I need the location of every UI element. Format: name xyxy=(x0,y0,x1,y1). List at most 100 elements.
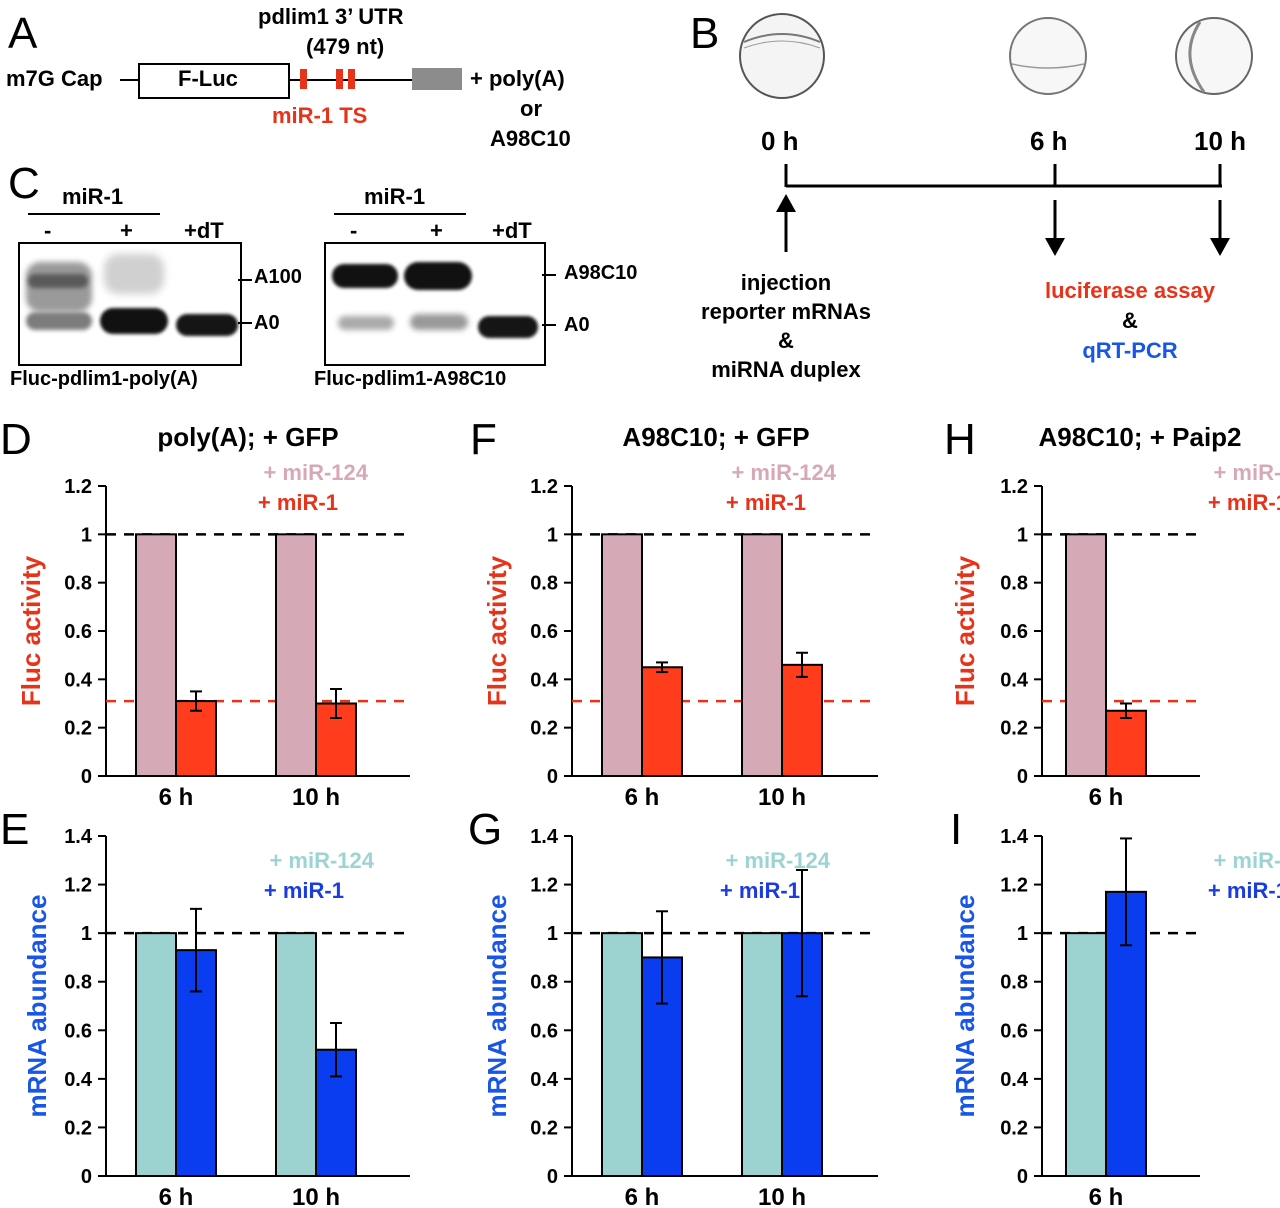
time-0h: 0 h xyxy=(761,126,799,156)
panel-letter-h: H xyxy=(944,415,976,464)
gel1-lane-minus: - xyxy=(44,218,52,243)
a98c10-label: A98C10 xyxy=(490,126,571,151)
chart-i-ytick-label: 0 xyxy=(1017,1166,1028,1188)
chart-d-ytick-label: 0 xyxy=(81,766,92,788)
gel1-lane-plus: + xyxy=(120,218,133,243)
gel2-image xyxy=(324,242,546,366)
tail-box xyxy=(412,68,462,90)
chart-h-ylabel: Fluc activity xyxy=(950,555,980,706)
chart-f-legend-mir1: + miR-1 xyxy=(726,490,806,515)
chart-i-ylabel: mRNA abundance xyxy=(950,895,980,1118)
gel2-lane-plus: + xyxy=(430,218,443,243)
chart-i-ytick-label: 1.2 xyxy=(1000,875,1028,897)
chart-g-bar-ctrl xyxy=(741,932,783,1178)
or-label: or xyxy=(520,96,542,121)
gel1-header: miR-1 xyxy=(62,184,124,209)
chart-g-ytick-label: 0.6 xyxy=(530,1020,558,1042)
chart-i-ytick-label: 0.2 xyxy=(1000,1117,1028,1139)
chart-f-ytick-label: 0.6 xyxy=(530,621,558,643)
chart-f-ytick-label: 0.2 xyxy=(530,718,558,740)
assay-text: luciferase assay & qRT-PCR xyxy=(1044,278,1216,363)
injection-text: injection reporter mRNAs & miRNA duplex xyxy=(701,270,871,382)
chart-g-ytick-label: 0.4 xyxy=(530,1069,559,1091)
chart-e-xtick-label: 6 h xyxy=(159,1184,194,1208)
gel1-marker-a100: A100 xyxy=(254,266,302,288)
chart-e-ytick-label: 1.4 xyxy=(64,826,93,848)
mir1-site-2 xyxy=(336,69,343,89)
chart-f-ytick-label: 1.2 xyxy=(530,476,558,498)
chart-f-xtick-label: 6 h xyxy=(625,784,660,811)
chart-f-bar-mir1 xyxy=(781,663,823,777)
gel1-image xyxy=(18,242,242,366)
chart-f-ytick-label: 0 xyxy=(547,766,558,788)
chart-d-ytick-label: 0.4 xyxy=(64,669,93,691)
assay-arrow-6h xyxy=(1045,200,1065,256)
chart-i-legend-mir1: + miR-1 xyxy=(1208,878,1280,903)
mir1-site-1 xyxy=(300,69,307,89)
chart-g-ytick-label: 1 xyxy=(547,923,558,945)
chart-e-xtick-label: 10 h xyxy=(292,1184,340,1208)
embryo-6h-icon xyxy=(1009,17,1087,95)
chart-g-bar-ctrl xyxy=(601,932,643,1178)
chart-f-xtick-label: 10 h xyxy=(758,784,806,811)
chart-d-legend-mir1: + miR-1 xyxy=(258,490,338,515)
gel2-header: miR-1 xyxy=(364,184,426,209)
utr-title: pdlim1 3’ UTR xyxy=(258,4,404,29)
chart-i-xtick-label: 6 h xyxy=(1089,1184,1124,1208)
chart-e-ytick-label: 0.6 xyxy=(64,1020,92,1042)
gel1-caption: Fluc-pdlim1-poly(A) xyxy=(10,368,198,390)
chart-g-ytick-label: 0.8 xyxy=(530,972,558,994)
chart-e-ylabel: mRNA abundance xyxy=(22,895,52,1118)
chart-i-ytick-label: 1.4 xyxy=(1000,826,1029,848)
chart-d-title: poly(A); + GFP xyxy=(157,422,338,452)
chart-h-bar-mir1 xyxy=(1105,709,1147,777)
panel-letter-c: C xyxy=(8,159,40,208)
chart-d-xtick-label: 6 h xyxy=(159,784,194,811)
chart-i-ytick-label: 0.6 xyxy=(1000,1020,1028,1042)
chart-h-legend-mir1: + miR-1 xyxy=(1208,490,1280,515)
fluc-label: F-Luc xyxy=(178,66,238,91)
panel-letter-g: G xyxy=(468,805,503,854)
gel2-lane-minus: - xyxy=(350,218,358,243)
chart-d-ytick-label: 1.2 xyxy=(64,476,92,498)
chart-g-xtick-label: 10 h xyxy=(758,1184,806,1208)
panel-letter-e: E xyxy=(0,805,30,854)
chart-h-xtick-label: 6 h xyxy=(1089,784,1124,811)
gel2-caption: Fluc-pdlim1-A98C10 xyxy=(314,368,507,390)
chart-h-ytick-label: 1.2 xyxy=(1000,476,1028,498)
mir1-site-3 xyxy=(348,69,355,89)
chart-d-legend-ctrl: + miR-124 xyxy=(263,460,368,485)
chart-f-ylabel: Fluc activity xyxy=(482,555,512,706)
chart-g-legend-mir1: + miR-1 xyxy=(720,878,800,903)
time-10h: 10 h xyxy=(1194,126,1247,156)
chart-f-bar-ctrl xyxy=(601,533,643,777)
chart-g-ytick-label: 0.2 xyxy=(530,1117,558,1139)
chart-h-ytick-label: 0 xyxy=(1017,766,1028,788)
chart-d-bar-ctrl xyxy=(135,533,177,777)
chart-h-legend-ctrl: + miR-124 xyxy=(1213,460,1280,485)
mir1-ts-label: miR-1 TS xyxy=(272,103,368,128)
chart-e-bar-ctrl xyxy=(135,932,177,1178)
time-6h: 6 h xyxy=(1030,126,1068,156)
chart-e-legend-ctrl: + miR-124 xyxy=(269,848,374,873)
chart-f-title: A98C10; + GFP xyxy=(622,422,809,452)
chart-h-ytick-label: 0.8 xyxy=(1000,573,1028,595)
embryo-10h-icon xyxy=(1175,17,1253,95)
injection-arrow xyxy=(776,194,796,252)
chart-f-legend-ctrl: + miR-124 xyxy=(731,460,836,485)
gel2-marker-a0: A0 xyxy=(564,314,590,336)
panel-letter-d: D xyxy=(0,415,32,464)
polya-label: + poly(A) xyxy=(470,66,565,91)
chart-d-ytick-label: 0.8 xyxy=(64,573,92,595)
utr-length: (479 nt) xyxy=(306,34,385,59)
chart-e-ytick-label: 0.8 xyxy=(64,972,92,994)
chart-d-bar-mir1 xyxy=(175,700,217,777)
chart-h-title: A98C10; + Paip2 xyxy=(1038,422,1241,452)
chart-h-ytick-label: 1 xyxy=(1017,524,1028,546)
chart-d-ylabel: Fluc activity xyxy=(16,555,46,706)
chart-i-legend-ctrl: + miR-124 xyxy=(1213,848,1280,873)
gel2-lane-dt: +dT xyxy=(492,218,532,243)
chart-h-bar-ctrl xyxy=(1065,533,1107,777)
chart-d-bar-ctrl xyxy=(275,533,317,777)
